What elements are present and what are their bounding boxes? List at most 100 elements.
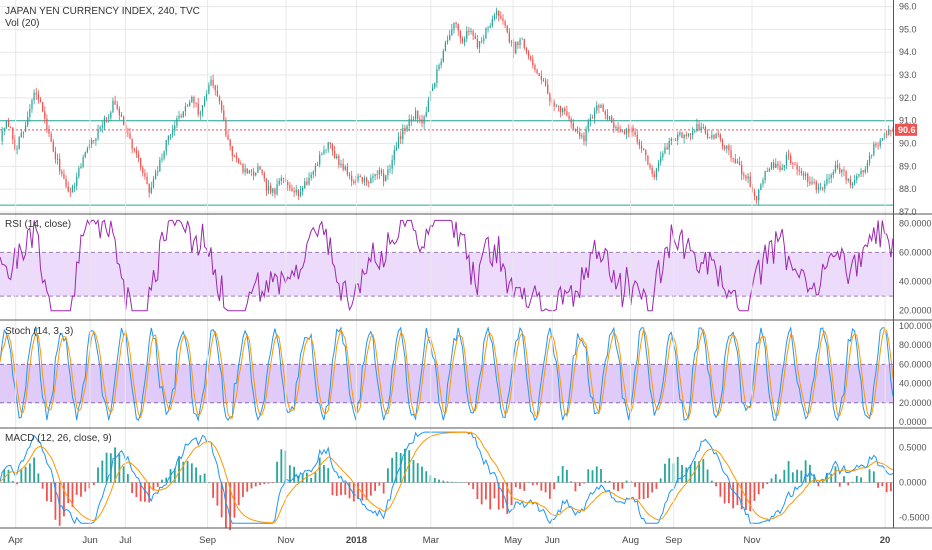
candle-body — [866, 163, 869, 170]
candle-body — [864, 169, 866, 173]
candle-body — [274, 188, 276, 195]
candle-body — [444, 42, 447, 51]
macd-histogram-bar — [54, 482, 57, 520]
candle-body — [359, 176, 361, 178]
x-axis-label: Jun — [545, 535, 560, 546]
candle-body — [351, 176, 353, 182]
macd-histogram-bar — [727, 482, 730, 504]
candle-body — [753, 191, 756, 196]
macd-histogram-bar — [28, 463, 31, 483]
macd-histogram-bar — [114, 447, 116, 483]
x-axis-label: Jun — [82, 535, 97, 546]
macd-histogram-bar — [838, 482, 841, 487]
macd-histogram-bar — [433, 477, 436, 483]
rsi-band — [0, 252, 893, 297]
x-axis-label: 20 — [880, 535, 891, 546]
macd-histogram-bar — [50, 482, 53, 502]
candle-body — [44, 111, 46, 119]
candle-body — [184, 106, 187, 112]
macd-histogram-bar — [860, 477, 862, 483]
candle-body — [169, 134, 172, 137]
stoch-tick-label: 0.0000 — [899, 417, 927, 427]
candle-body — [434, 83, 436, 88]
macd-histogram-bar — [271, 482, 274, 484]
macd-histogram-bar — [595, 466, 598, 483]
candle-body — [466, 31, 468, 39]
candle-body — [33, 92, 35, 101]
candle-body — [146, 176, 148, 184]
macd-histogram-bar — [207, 481, 210, 483]
macd-histogram-bar — [263, 482, 266, 485]
candle-body — [647, 155, 649, 165]
candle-body — [455, 22, 457, 25]
candle-body — [54, 151, 57, 160]
candle-body — [48, 130, 50, 134]
rsi-panel[interactable] — [0, 218, 894, 312]
macd-histogram-bar — [566, 469, 568, 483]
macd-histogram-bar — [395, 452, 398, 483]
candle-body — [602, 105, 604, 112]
macd-histogram-bar — [212, 482, 215, 498]
candle-body — [764, 171, 766, 180]
candle-body — [781, 167, 783, 170]
candle-body — [858, 173, 860, 177]
x-axis-label: Aug — [622, 535, 639, 546]
macd-histogram-bar — [651, 482, 654, 493]
macd-histogram-bar — [67, 482, 70, 504]
macd-panel[interactable] — [0, 431, 894, 531]
candle-body — [504, 20, 506, 26]
macd-histogram-bar — [540, 482, 543, 491]
macd-histogram-bar — [681, 464, 683, 483]
macd-histogram-bar — [323, 465, 325, 483]
macd-histogram-bar — [118, 453, 121, 483]
candle-body — [419, 118, 421, 120]
candle-body — [819, 187, 822, 189]
macd-histogram-bar — [186, 461, 189, 483]
candle-body — [400, 136, 402, 139]
price-tick-label: 90.0 — [899, 139, 917, 149]
candle-body — [491, 19, 493, 27]
candle-body — [235, 156, 238, 159]
x-axis-label: Apr — [8, 535, 23, 546]
candle-body — [856, 176, 858, 180]
candle-body — [502, 18, 504, 21]
candle-body — [240, 163, 242, 165]
rsi-line — [0, 218, 894, 312]
candle-body — [357, 176, 359, 181]
candle-body — [510, 41, 513, 43]
candle-body — [515, 42, 517, 54]
macd-histogram-bar — [267, 482, 270, 484]
macd-histogram-bar — [416, 463, 419, 483]
x-axis-label: 2018 — [346, 535, 367, 546]
candle-body — [598, 105, 600, 108]
candle-body — [549, 93, 551, 102]
x-axis-label: Mar — [423, 535, 439, 546]
candle-body — [459, 30, 461, 39]
macd-histogram-bar — [425, 471, 428, 483]
price-panel[interactable] — [0, 6, 894, 213]
candle-body — [304, 181, 306, 189]
candle-body — [736, 161, 739, 164]
candle-body — [802, 173, 805, 176]
candle-body — [715, 133, 717, 139]
candle-body — [120, 115, 123, 117]
candle-body — [868, 155, 871, 164]
candle-body — [666, 147, 668, 150]
candle-body — [206, 93, 208, 100]
macd-histogram-bar — [877, 482, 879, 488]
macd-histogram-bar — [800, 470, 803, 483]
macd-histogram-bar — [301, 473, 304, 483]
candle-body — [606, 114, 609, 120]
candle-body — [741, 164, 743, 175]
macd-histogram-bar — [254, 482, 257, 487]
macd-histogram-bar — [314, 472, 317, 483]
macd-histogram-bar — [710, 480, 713, 483]
macd-histogram-bar — [583, 482, 585, 484]
candle-body — [881, 138, 883, 141]
candle-body — [327, 142, 329, 150]
stoch-panel[interactable] — [0, 325, 894, 423]
macd-histogram-bar — [510, 482, 513, 506]
candle-body — [233, 155, 236, 157]
candle-body — [489, 26, 491, 28]
candle-body — [289, 185, 291, 189]
